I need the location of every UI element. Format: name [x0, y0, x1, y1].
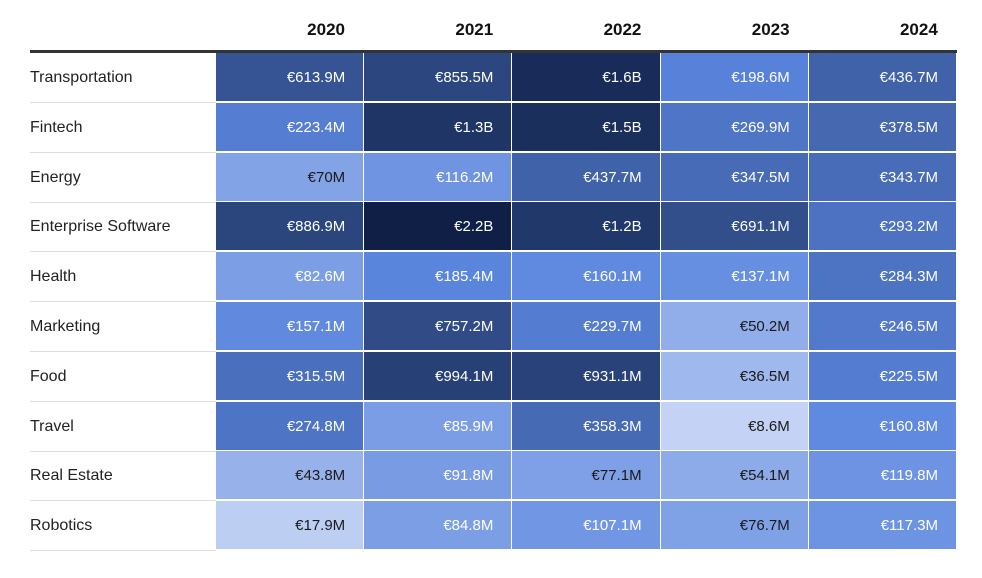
table-row: Travel €274.8M €85.9M €358.3M €8.6M €160.8M [30, 401, 957, 452]
heatmap-cell: €8.6M [660, 401, 809, 451]
table-row: Food €315.5M €994.1M €931.1M €36.5M €225.5M [30, 351, 957, 402]
row-label: Enterprise Software [30, 218, 171, 236]
table-row: Transportation €613.9M €855.5M €1.6B €198.6M… [30, 53, 957, 103]
row-divider [30, 301, 216, 303]
row-label: Health [30, 268, 77, 286]
heatmap-cell: €198.6M [660, 53, 809, 102]
heatmap-cell: €1.3B [364, 102, 513, 152]
heatmap-cell: €269.9M [660, 102, 809, 152]
row-label: Marketing [30, 318, 101, 335]
heatmap-cell: €43.8M [216, 451, 365, 501]
heatmap-cell: €119.8M [808, 451, 957, 501]
row-label: Fintech [30, 118, 83, 136]
heatmap-cell: €17.9M [216, 501, 365, 551]
heatmap-cell: €274.8M [216, 401, 365, 451]
heatmap-cell: €246.5M [808, 302, 957, 351]
heatmap-cell: €378.5M [808, 102, 957, 152]
heatmap-cell: €84.8M [364, 501, 513, 551]
row-divider [30, 400, 216, 402]
heatmap-cell: €157.1M [216, 302, 365, 351]
heatmap-cell: €137.1M [660, 252, 809, 302]
row-label: Energy [30, 168, 81, 186]
heatmap-cell: €76.7M [660, 501, 809, 551]
table-row: Marketing €157.1M €757.2M €229.7M €50.2M €246… [30, 302, 957, 352]
heatmap-cell: €85.9M [364, 401, 513, 451]
table-row: Health €82.6M €185.4M €160.1M €137.1M €284.3M [30, 252, 957, 303]
row-label: Food [30, 367, 67, 385]
heatmap-cell: €613.9M [216, 53, 365, 102]
heatmap-cell: €855.5M [364, 53, 513, 102]
heatmap-cell: €293.2M [808, 202, 957, 252]
row-divider [30, 550, 216, 552]
heatmap-cell: €1.2B [512, 202, 661, 252]
heatmap-cell: €160.1M [512, 252, 661, 302]
table-row: Real Estate €43.8M €91.8M €77.1M €54.1M €119.… [30, 451, 957, 502]
heatmap-cell: €160.8M [808, 401, 957, 451]
heatmap-cell: €347.5M [660, 152, 809, 202]
column-header-2021: 2021 [455, 20, 494, 39]
heatmap-cell: €931.1M [512, 351, 661, 401]
heatmap-cell: €343.7M [808, 152, 957, 202]
heatmap-cell: €1.5B [512, 102, 661, 152]
heatmap-cell: €36.5M [660, 351, 809, 401]
heatmap-cell: €436.7M [808, 53, 957, 102]
column-header-2022: 2022 [603, 20, 642, 39]
heatmap-cell: €91.8M [364, 451, 513, 501]
heatmap-cell: €691.1M [660, 202, 809, 252]
table-row: Robotics €17.9M €84.8M €107.1M €76.7M €117.3M [30, 501, 957, 552]
heatmap-cell: €994.1M [364, 351, 513, 401]
heatmap-cell: €82.6M [216, 252, 365, 302]
heatmap-cell: €284.3M [808, 252, 957, 302]
heatmap-cell: €1.6B [512, 53, 661, 102]
column-header-2020: 2020 [307, 20, 345, 39]
header-rule [30, 50, 957, 53]
row-label: Robotics [30, 517, 93, 535]
row-label: Travel [30, 417, 74, 435]
row-divider [30, 351, 216, 352]
heatmap-cell: €437.7M [512, 152, 661, 202]
heatmap-cell: €229.7M [512, 302, 661, 351]
heatmap-cell: €50.2M [660, 302, 809, 351]
row-divider [30, 201, 216, 203]
column-header-2024: 2024 [899, 20, 938, 39]
heatmap-cell: €117.3M [808, 501, 957, 551]
row-divider [30, 450, 216, 452]
heatmap-cell: €315.5M [216, 351, 365, 401]
heatmap-cell: €54.1M [660, 451, 809, 501]
table-row: Energy €70M €116.2M €437.7M €347.5M €343.7M [30, 152, 957, 203]
heatmap-cell: €116.2M [364, 152, 513, 202]
header-row: 2020 2021 2022 2023 2024 [30, 0, 957, 52]
table-row: Fintech €223.4M €1.3B €1.5B €269.9M €378.5M [30, 102, 957, 153]
heatmap-cell: €225.5M [808, 351, 957, 401]
heatmap-cell: €757.2M [364, 302, 513, 351]
heatmap-cell: €107.1M [512, 501, 661, 551]
table-row: Enterprise Software €886.9M €2.2B €1.2B €691… [30, 202, 957, 253]
row-label: Real Estate [30, 467, 113, 485]
heatmap-cell: €70M [216, 152, 365, 202]
heatmap-cell: €77.1M [512, 451, 661, 501]
row-divider [30, 102, 216, 103]
row-divider [30, 500, 216, 502]
heatmap-cell: €886.9M [216, 202, 365, 252]
row-divider [30, 251, 216, 253]
heatmap-cell: €2.2B [364, 202, 513, 252]
row-divider [30, 151, 216, 153]
heatmap-cell: €358.3M [512, 401, 661, 451]
heatmap-cell: €223.4M [216, 102, 365, 152]
column-header-2023: 2023 [751, 20, 790, 39]
row-label: Transportation [30, 69, 133, 86]
heatmap-cell: €185.4M [364, 252, 513, 302]
